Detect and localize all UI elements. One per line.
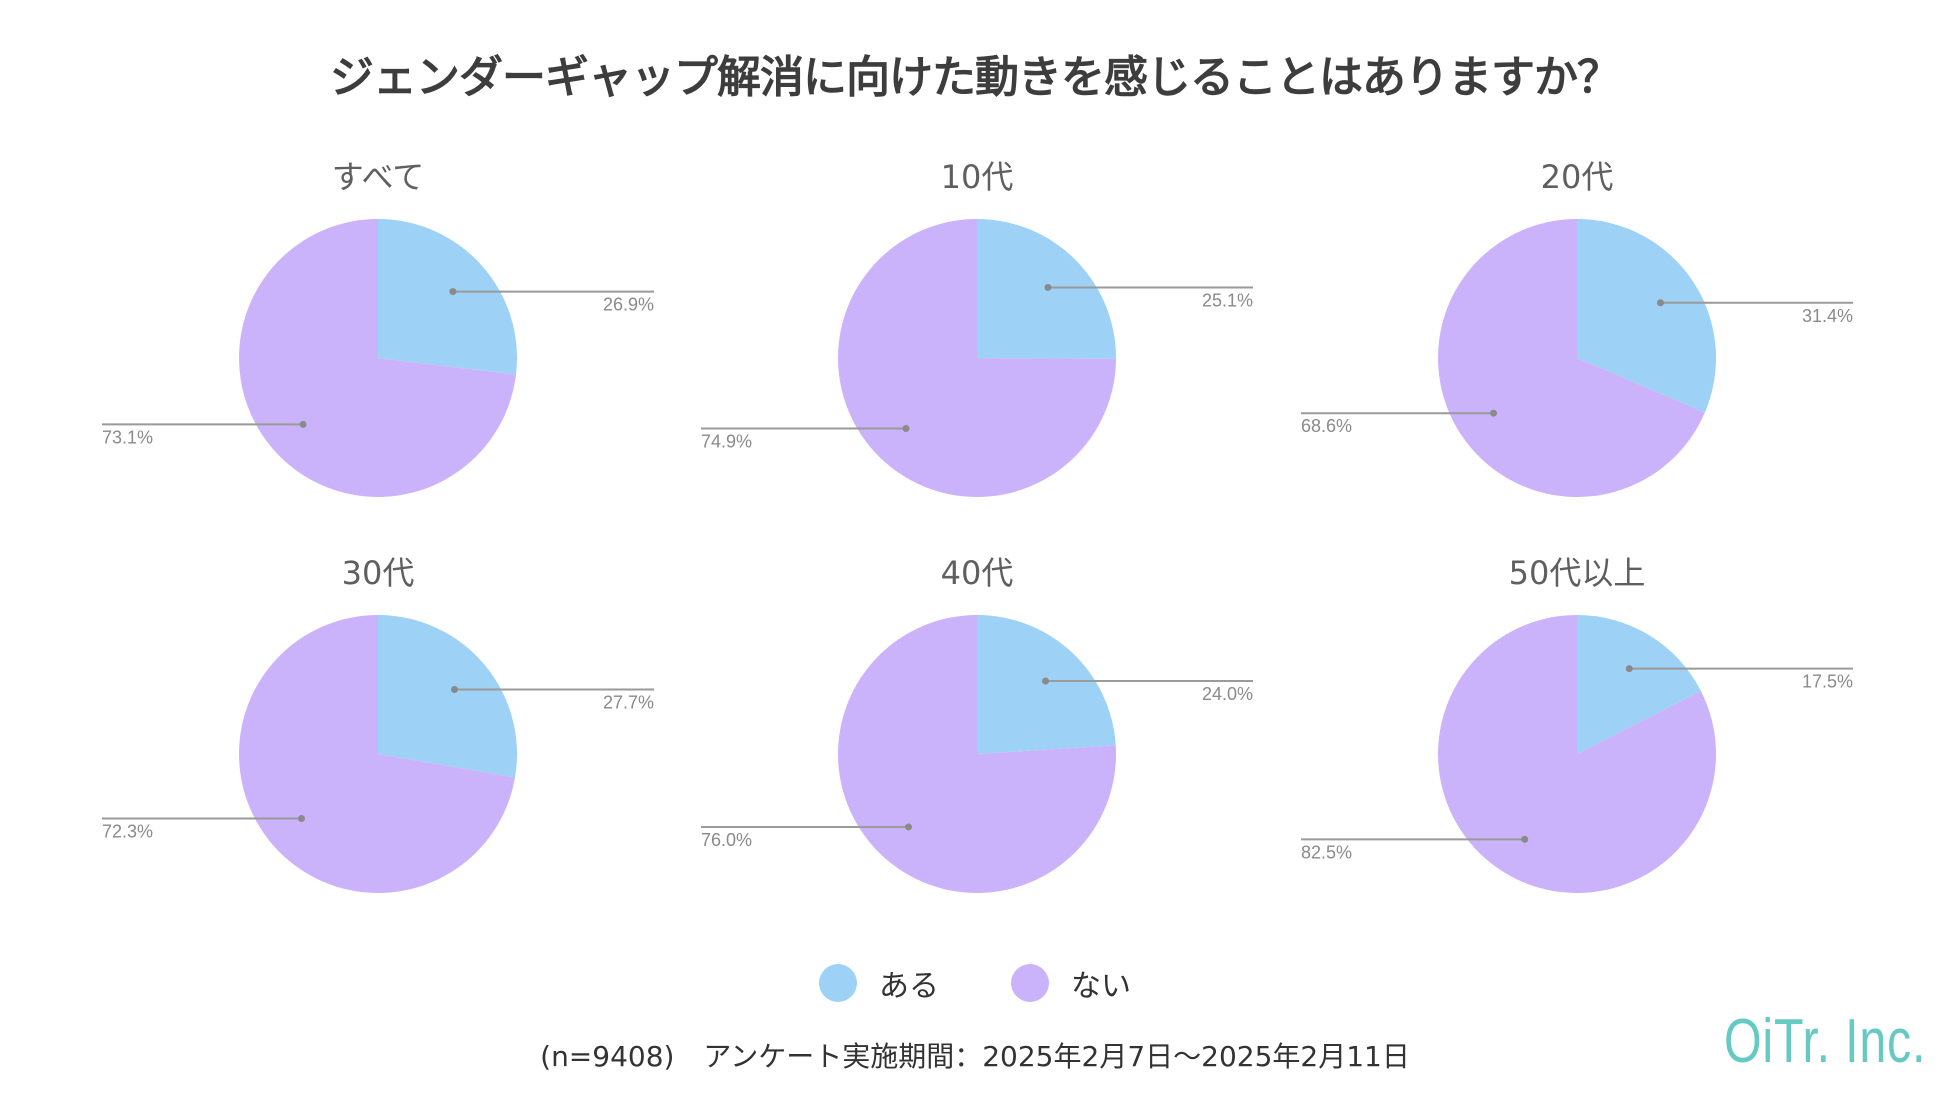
legend: ある ない — [0, 958, 1950, 1008]
pie-chart-title: 40代 — [941, 554, 1014, 592]
data-label: 76.0% — [701, 830, 752, 850]
chart-main-title: ジェンダーギャップ解消に向けた動きを感じることはありますか？ — [330, 52, 1621, 103]
pie-slice-nai — [1437, 218, 1705, 497]
leader-dot — [1656, 299, 1664, 307]
data-label: 73.1% — [102, 427, 153, 447]
pie-chart-title: 50代以上 — [1509, 554, 1646, 592]
data-label: 25.1% — [1202, 290, 1253, 310]
pie-slice-nai — [838, 615, 1117, 894]
leader-dot — [449, 288, 457, 296]
legend-label-aru: ある — [879, 969, 939, 1004]
data-label: 27.7% — [603, 692, 654, 712]
legend-swatch-nai — [1011, 964, 1049, 1002]
leader-dot — [1625, 665, 1633, 673]
leader-dot — [1042, 677, 1050, 685]
pie-slice-aru — [378, 615, 517, 778]
legend-item-nai: ない — [1011, 961, 1131, 1005]
leader-dot — [1521, 835, 1529, 843]
survey-footnote: (n=9408) アンケート実施期間：2025年2月7日〜2025年2月11日 — [0, 1035, 1950, 1075]
leader-dot — [904, 823, 912, 831]
data-label: 24.0% — [1202, 684, 1253, 704]
legend-swatch-aru — [819, 964, 857, 1002]
leader-dot — [902, 425, 910, 433]
pie-chart-5: 50代以上 17.5% 82.5% — [1301, 554, 1853, 893]
data-label: 68.6% — [1301, 416, 1352, 436]
pie-chart-title: 10代 — [941, 158, 1014, 196]
data-label: 31.4% — [1802, 306, 1853, 326]
pie-chart-3: 30代 27.7% 72.3% — [102, 554, 654, 893]
leader-dot — [1490, 409, 1498, 417]
pie-slice-aru — [378, 219, 517, 375]
sample-size-text: (n=9408) — [540, 1040, 675, 1073]
data-label: 17.5% — [1802, 672, 1853, 692]
pie-slice-nai — [238, 219, 517, 497]
brand-logo: OiTr. Inc. — [1723, 1007, 1926, 1076]
pie-chart-2: 20代 31.4% 68.6% — [1301, 158, 1853, 497]
pie-chart-1: 10代 25.1% 74.9% — [701, 158, 1253, 497]
legend-label-nai: ない — [1071, 969, 1131, 1004]
pie-chart-title: すべて — [332, 158, 424, 196]
data-label: 26.9% — [603, 295, 654, 315]
leader-dot — [299, 420, 307, 428]
pie-chart-title: 20代 — [1541, 158, 1614, 196]
pie-chart-4: 40代 24.0% 76.0% — [701, 554, 1253, 894]
data-label: 72.3% — [102, 822, 153, 842]
legend-item-aru: ある — [819, 961, 939, 1005]
leader-dot — [451, 685, 459, 693]
pie-slice-aru — [1577, 615, 1701, 754]
pie-slice-nai — [238, 615, 515, 893]
pie-slice-aru — [977, 615, 1116, 754]
data-label: 82.5% — [1301, 842, 1352, 862]
pie-slice-nai — [1437, 615, 1716, 893]
pie-chart-title: 30代 — [342, 554, 415, 592]
leader-dot — [1044, 283, 1052, 291]
pie-chart-0: すべて 26.9% 73.1% — [102, 158, 654, 497]
leader-dot — [297, 815, 305, 823]
pie-slice-aru — [1577, 219, 1716, 413]
data-label: 74.9% — [701, 432, 752, 452]
survey-period-text: アンケート実施期間：2025年2月7日〜2025年2月11日 — [703, 1040, 1410, 1073]
